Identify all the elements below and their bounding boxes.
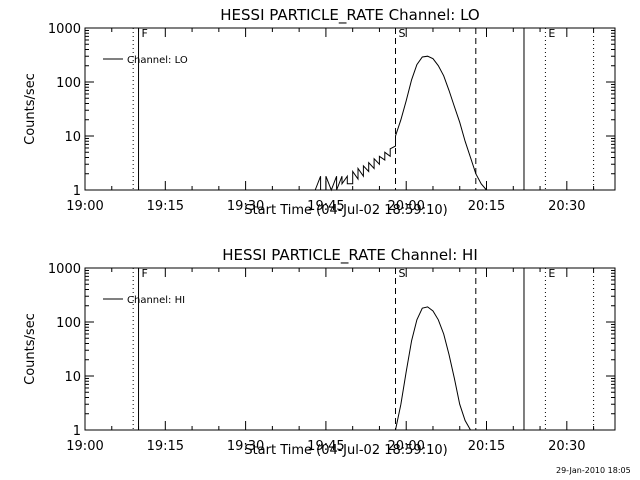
y-tick-label: 1000 [48,22,81,37]
x-tick-label: 19:00 [66,439,103,454]
y-tick-label: 100 [56,76,81,91]
time-marker-label: F [142,27,148,40]
x-tick-label: 20:30 [548,199,585,214]
y-axis-label: Counts/sec [23,73,38,145]
y-tick-label: 1 [73,184,81,199]
x-tick-label: 19:30 [227,439,264,454]
x-tick-label: 20:15 [468,439,505,454]
timestamp-footer: 29-Jan-2010 18:05 [556,466,631,475]
series-line [395,306,471,431]
y-tick-label: 100 [56,316,81,331]
x-tick-label: 19:45 [307,439,344,454]
plot-frame [84,267,616,431]
x-tick-label: 20:00 [387,199,424,214]
x-tick-label: 20:15 [468,199,505,214]
time-marker-label: F [142,267,148,280]
x-axis-label: Start Time (04-Jul-02 18:59:10) [244,443,447,458]
legend-label: Channel: LO [127,55,188,66]
y-axis-label: Counts/sec [23,313,38,385]
x-tick-label: 19:00 [66,199,103,214]
x-tick-label: 19:45 [307,199,344,214]
chart-title: HESSI PARTICLE_RATE Channel: LO [220,6,479,25]
chart-title: HESSI PARTICLE_RATE Channel: HI [222,246,478,265]
y-tick-label: 10 [64,370,81,385]
plot-frame [84,27,616,191]
series-line [314,55,487,192]
legend-label: Channel: HI [127,295,185,306]
x-tick-label: 19:15 [147,199,184,214]
y-tick-label: 10 [64,130,81,145]
x-tick-label: 19:30 [227,199,264,214]
time-marker-label: E [548,267,555,280]
x-tick-label: 19:15 [147,439,184,454]
x-tick-label: 20:30 [548,439,585,454]
y-tick-label: 1 [73,424,81,439]
y-tick-label: 1000 [48,262,81,277]
time-marker-label: S [399,267,406,280]
x-tick-label: 20:00 [387,439,424,454]
time-marker-label: S [399,27,406,40]
x-axis-label: Start Time (04-Jul-02 18:59:10) [244,203,447,218]
time-marker-label: E [548,27,555,40]
